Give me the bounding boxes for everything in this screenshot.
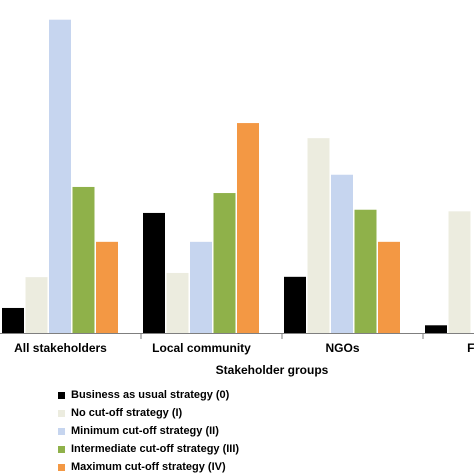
legend-swatch bbox=[58, 409, 65, 417]
bar-0-1 bbox=[143, 212, 165, 333]
bar-0-0 bbox=[2, 307, 24, 333]
x-axis-title: Stakeholder groups bbox=[216, 363, 329, 377]
x-tick-label: Fores bbox=[467, 341, 474, 355]
bar-2-0 bbox=[49, 19, 71, 333]
legend-label: Minimum cut-off strategy (II) bbox=[71, 425, 219, 437]
legend-label: Maximum cut-off strategy (IV) bbox=[71, 461, 226, 473]
bar-1-3 bbox=[448, 211, 471, 333]
legend-swatch bbox=[58, 445, 65, 453]
bar-2-2 bbox=[331, 174, 353, 333]
legend-item: Intermediate cut-off strategy (III) bbox=[58, 440, 239, 458]
bar-3-2 bbox=[354, 209, 377, 333]
x-tick-label: NGOs bbox=[325, 341, 359, 355]
x-tick-label: Local community bbox=[152, 341, 251, 355]
bar-0-3 bbox=[425, 325, 447, 333]
legend-item: Minimum cut-off strategy (II) bbox=[58, 422, 239, 440]
bar-3-1 bbox=[213, 193, 236, 333]
legend-item: Business as usual strategy (0) bbox=[58, 386, 239, 404]
legend-swatch bbox=[58, 427, 65, 435]
bar-1-0 bbox=[25, 277, 48, 333]
legend-item: No cut-off strategy (I) bbox=[58, 404, 239, 422]
bar-1-1 bbox=[166, 272, 189, 333]
bar-3-0 bbox=[72, 186, 95, 333]
bar-2-1 bbox=[190, 241, 212, 333]
bar-4-1 bbox=[237, 123, 259, 333]
bar-chart: All stakeholders Local community NGOs Fores… bbox=[0, 19, 474, 377]
legend-label: No cut-off strategy (I) bbox=[71, 407, 183, 419]
legend-swatch bbox=[58, 391, 65, 399]
legend-item: Maximum cut-off strategy (IV) bbox=[58, 458, 239, 474]
legend-swatch bbox=[58, 463, 65, 471]
bar-1-2 bbox=[307, 138, 330, 333]
x-tick-label: All stakeholders bbox=[14, 341, 107, 355]
bar-0-2 bbox=[284, 276, 306, 333]
legend-label: Business as usual strategy (0) bbox=[71, 389, 230, 401]
bar-4-0 bbox=[96, 241, 118, 333]
legend-label: Intermediate cut-off strategy (III) bbox=[71, 443, 240, 455]
bar-4-2 bbox=[378, 241, 400, 333]
legend: Business as usual strategy (0) No cut-off… bbox=[58, 386, 239, 474]
